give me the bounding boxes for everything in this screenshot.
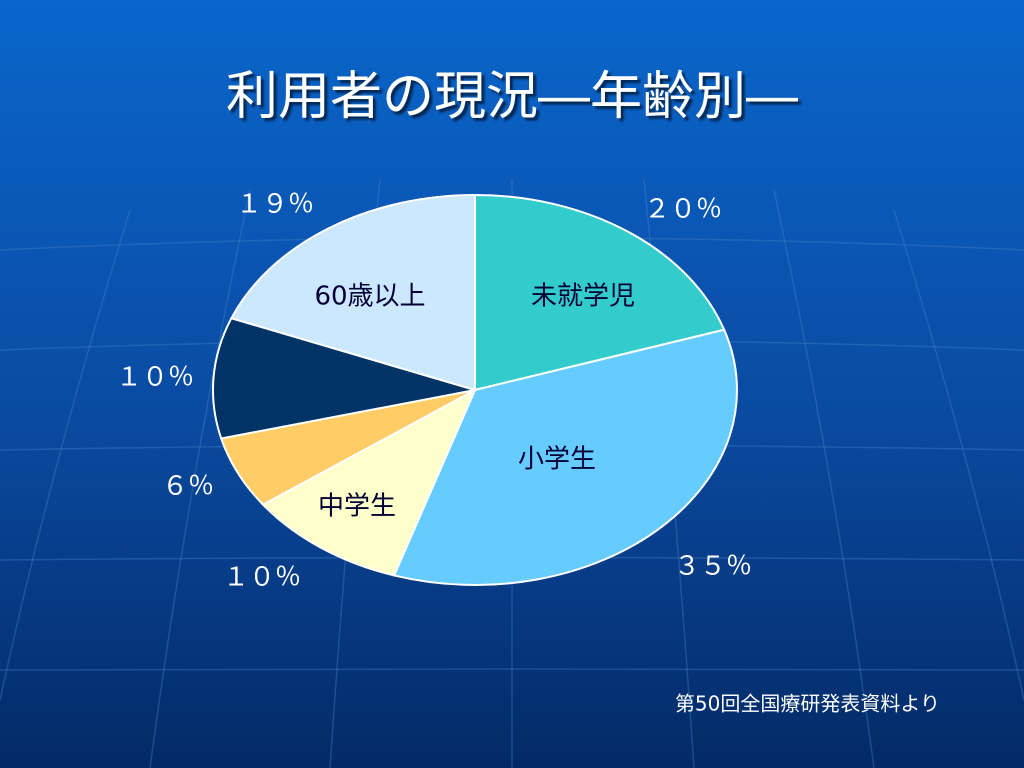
slice-label: 小学生: [518, 445, 596, 475]
pie-slice: [261, 387, 478, 577]
chart-title: 利用者の現況―年齢別―: [226, 67, 798, 127]
slice-label: 60歳以上: [314, 282, 425, 312]
data-label: ６％: [162, 472, 214, 502]
pie-slice: [229, 193, 476, 392]
slice-label: 中学生: [318, 492, 396, 522]
pie: [212, 193, 738, 586]
data-label: ２０％: [644, 195, 722, 225]
data-label: １９％: [236, 190, 314, 220]
data-label: １０％: [116, 363, 194, 393]
pie-slice: [212, 317, 476, 440]
pie-slice: [392, 328, 738, 586]
source-note: 第50回全国療研発表資料より: [675, 692, 940, 716]
data-label: ３５％: [674, 552, 752, 582]
slice-label: 未就学児: [531, 282, 635, 312]
pie-slice: [474, 193, 726, 392]
data-label: １０％: [223, 563, 301, 593]
